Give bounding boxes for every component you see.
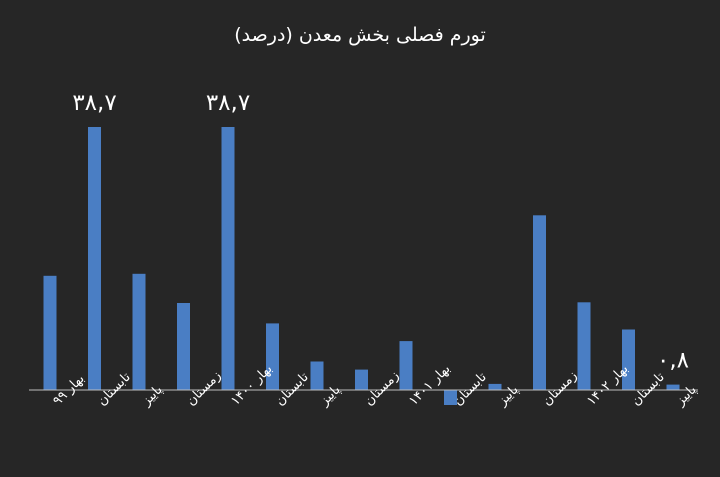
bar <box>444 390 457 405</box>
data-label: ۰,۸ <box>657 348 689 374</box>
bar <box>266 323 279 390</box>
data-label: ۳۸,۷ <box>72 90 116 116</box>
bar <box>355 369 368 390</box>
bar <box>88 127 101 390</box>
bar <box>43 275 57 390</box>
bar <box>533 215 546 390</box>
data-label: ۳۸,۷ <box>206 90 250 116</box>
bar <box>488 383 502 390</box>
bar <box>310 361 324 390</box>
bar <box>132 273 146 390</box>
bar <box>399 341 413 390</box>
bar <box>622 329 635 390</box>
bar <box>221 127 235 390</box>
x-tick-label: تابستان <box>451 370 490 409</box>
chart-title: تورم فصلی بخش معدن (درصد) <box>234 24 486 46</box>
bar <box>177 303 190 390</box>
bar <box>666 384 680 390</box>
bar <box>577 302 591 390</box>
